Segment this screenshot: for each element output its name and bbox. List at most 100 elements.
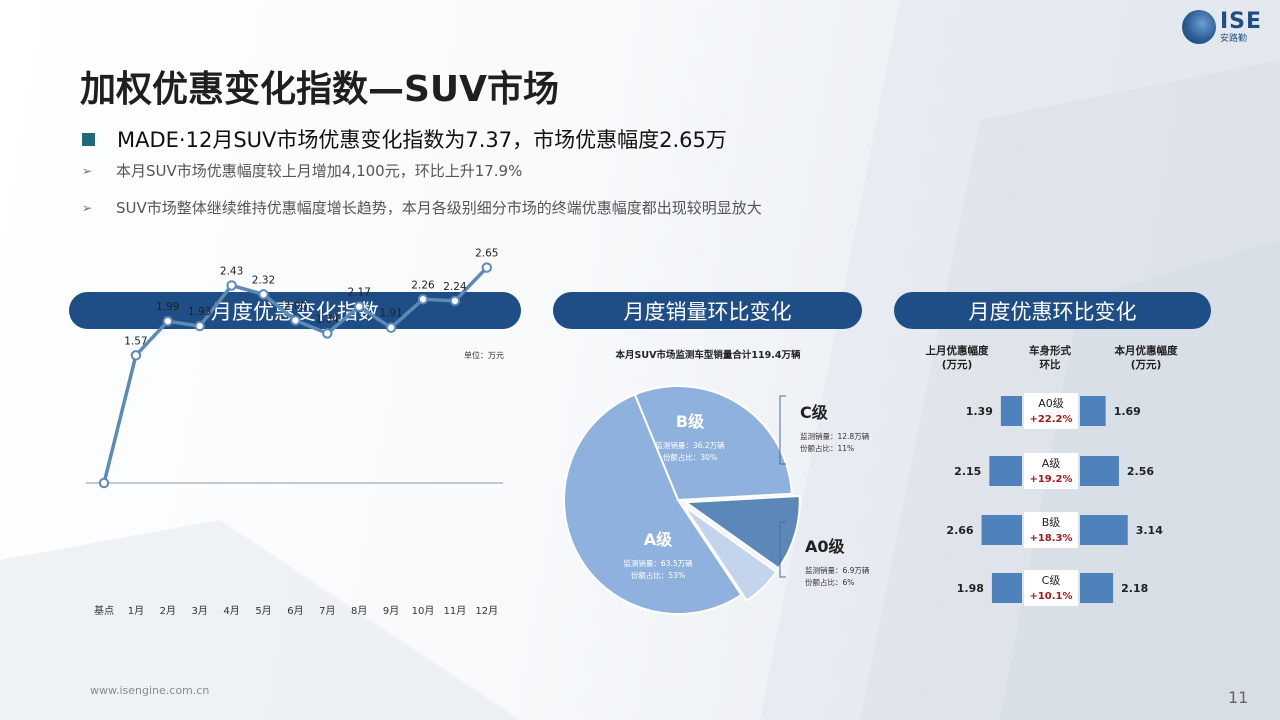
slice-share-label: 份额占比：6% [805, 577, 854, 587]
arrow-bullet-icon: ➢ [82, 163, 93, 178]
data-label: 2.32 [252, 274, 275, 286]
headline: MADE·12月SUV市场优惠变化指数为7.37，市场优惠幅度2.65万 [82, 124, 727, 154]
data-label: 2.24 [443, 281, 467, 293]
change-label: +18.3% [1029, 533, 1072, 544]
prev-bar [989, 456, 1022, 486]
slice-name-label: C级 [800, 403, 829, 422]
prev-value-label: 2.15 [954, 465, 981, 478]
curr-value-label: 2.56 [1127, 465, 1154, 478]
slice-share-label: 份额占比：53% [631, 570, 685, 580]
square-bullet-icon [82, 132, 95, 146]
data-label: 1.91 [379, 308, 402, 320]
pie-slice [563, 393, 743, 615]
slice-sales-label: 监测销量：63.5万辆 [623, 558, 693, 568]
category-label: A级 [1042, 457, 1061, 470]
x-tick-label: 5月 [255, 605, 271, 617]
category-label: A0级 [1038, 397, 1064, 410]
category-box [1024, 512, 1078, 548]
logo-main-text: ISE [1220, 8, 1263, 34]
curr-value-label: 3.14 [1136, 524, 1163, 537]
x-tick-label: 2月 [160, 605, 176, 617]
category-box [1024, 570, 1078, 606]
curr-bar [1080, 515, 1128, 545]
change-label: +22.2% [1029, 414, 1072, 425]
column-header: 上月优惠幅度 [926, 344, 989, 357]
slice-sales-label: 监测销量：12.8万辆 [800, 431, 870, 441]
data-label: 2.26 [411, 279, 435, 291]
x-tick-label: 6月 [287, 605, 303, 617]
data-point [354, 301, 365, 312]
page-title: 加权优惠变化指数—SUV市场 [80, 69, 560, 110]
curr-bar [1080, 396, 1106, 426]
slice-name-label: A0级 [805, 537, 846, 556]
slice-share-label: 份额占比：30% [663, 452, 717, 462]
column-header: 环比 [1040, 358, 1062, 371]
x-tick-label: 11月 [444, 605, 467, 617]
bullet-item: ➢ SUV市场整体继续维持优惠幅度增长趋势，本月各级别细分市场的终端优惠幅度都出… [82, 197, 762, 218]
page-number: 11 [1228, 688, 1249, 707]
data-label: 1.57 [124, 335, 147, 347]
data-point [449, 295, 461, 307]
category-box [1024, 453, 1078, 489]
unit-label: 单位：万元 [464, 350, 504, 360]
bullet-item: ➢ 本月SUV市场优惠幅度较上月增加4,100元，环比上升17.9% [82, 160, 522, 181]
column-header: (万元) [942, 359, 973, 371]
slice-name-label: B级 [676, 412, 705, 431]
headline-text: MADE·12月SUV市场优惠变化指数为7.37，市场优惠幅度2.65万 [117, 128, 727, 152]
logo-mark-icon [1182, 10, 1216, 44]
callout-bracket [779, 395, 786, 465]
change-label: +10.1% [1029, 591, 1072, 602]
x-tick-label: 7月 [319, 605, 335, 617]
x-tick-label: 9月 [383, 605, 399, 617]
curr-bar [1080, 573, 1114, 603]
data-point [385, 322, 397, 333]
data-label: 2.65 [475, 248, 498, 260]
change-label: +19.2% [1029, 474, 1072, 485]
category-label: B级 [1042, 516, 1061, 529]
x-tick-label: 10月 [412, 605, 435, 617]
bullet-text: SUV市场整体继续维持优惠幅度增长趋势，本月各级别细分市场的终端优惠幅度都出现较… [116, 199, 762, 217]
column-header: 车身形式 [1029, 344, 1071, 357]
panel-header-discount: 月度优惠环比变化 [894, 292, 1211, 329]
x-tick-label: 4月 [223, 605, 239, 617]
data-point [417, 294, 429, 305]
category-box [1024, 393, 1078, 429]
data-label: 2.43 [220, 265, 243, 277]
x-tick-label: 基点 [94, 604, 114, 617]
x-tick-label: 1月 [128, 605, 144, 617]
data-label: 2.00 [284, 300, 307, 312]
curr-bar [1080, 456, 1119, 486]
slice-sales-label: 监测销量：6.9万辆 [805, 565, 870, 575]
data-label: 1.93 [188, 306, 211, 318]
pie-slice [633, 385, 793, 502]
slice-sales-label: 监测销量：36.2万辆 [655, 440, 725, 450]
logo-sub-text: 安路勤 [1220, 33, 1248, 44]
arrow-bullet-icon: ➢ [82, 200, 93, 215]
prev-value-label: 1.39 [966, 405, 993, 418]
data-label: 2.17 [348, 287, 371, 299]
data-label: 1.84 [316, 313, 340, 325]
callout-bracket [779, 521, 786, 578]
x-tick-label: 12月 [475, 605, 498, 617]
slice-name-label: A级 [644, 530, 673, 549]
curr-value-label: 2.18 [1121, 582, 1148, 595]
data-point [481, 262, 492, 273]
data-point [322, 328, 333, 339]
x-tick-label: 8月 [351, 605, 367, 617]
footer-url: www.isengine.com.cn [90, 684, 210, 697]
data-point [162, 316, 174, 327]
prev-value-label: 2.66 [946, 524, 973, 537]
data-point [98, 477, 110, 489]
pie-slice [682, 504, 778, 602]
column-header: 本月优惠幅度 [1115, 344, 1178, 357]
data-label: 1.99 [156, 301, 179, 313]
prev-bar [981, 515, 1022, 545]
pie-title: 本月SUV市场监测车型销量合计119.4万辆 [616, 349, 801, 361]
data-point [258, 289, 269, 300]
pie-slice [682, 494, 801, 570]
prev-bar [1000, 396, 1022, 426]
slice-share-label: 份额占比：11% [800, 443, 854, 453]
x-tick-label: 3月 [192, 605, 208, 617]
category-label: C级 [1042, 574, 1061, 587]
